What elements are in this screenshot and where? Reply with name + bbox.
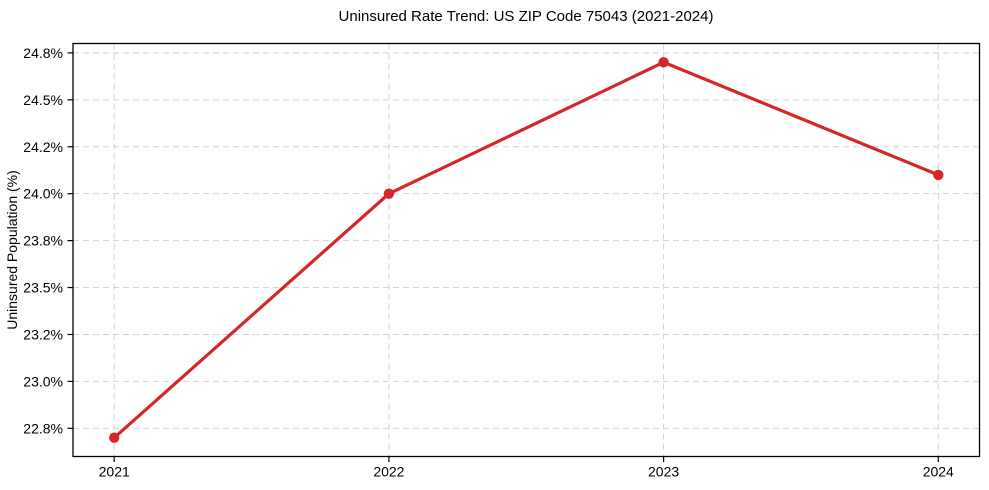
chart-title: Uninsured Rate Trend: US ZIP Code 75043 … (339, 8, 714, 25)
y-tick-label: 23.5% (23, 280, 63, 296)
y-tick-label: 24.2% (23, 139, 63, 155)
data-points (109, 57, 944, 443)
y-tick-label: 23.8% (23, 233, 63, 249)
x-tick-label: 2021 (99, 464, 130, 480)
y-tick-label: 23.2% (23, 326, 63, 342)
x-tick-label: 2024 (923, 464, 954, 480)
data-point (658, 57, 669, 68)
data-point (109, 432, 120, 443)
x-tick-label: 2023 (648, 464, 679, 480)
y-axis-label: Uninsured Population (%) (4, 170, 20, 330)
y-tick-label: 24.5% (23, 92, 63, 108)
x-tick-label: 2022 (373, 464, 404, 480)
tick-labels: 22.8% 23.0% 23.2% 23.5% 23.8% 24.0% 24.2% 24.5%… (23, 45, 954, 480)
trend-line-series (112, 60, 940, 440)
y-tick-label: 24.8% (23, 45, 63, 61)
data-point (933, 169, 944, 181)
y-tick-label: 24.0% (23, 186, 63, 202)
y-tick-label: 23.0% (23, 373, 63, 389)
y-tick-label: 22.8% (23, 420, 63, 436)
data-point (383, 188, 395, 199)
gridlines (73, 43, 980, 457)
plot-border (72, 42, 981, 458)
axis-ticks (67, 52, 939, 462)
trend-line (112, 60, 940, 440)
